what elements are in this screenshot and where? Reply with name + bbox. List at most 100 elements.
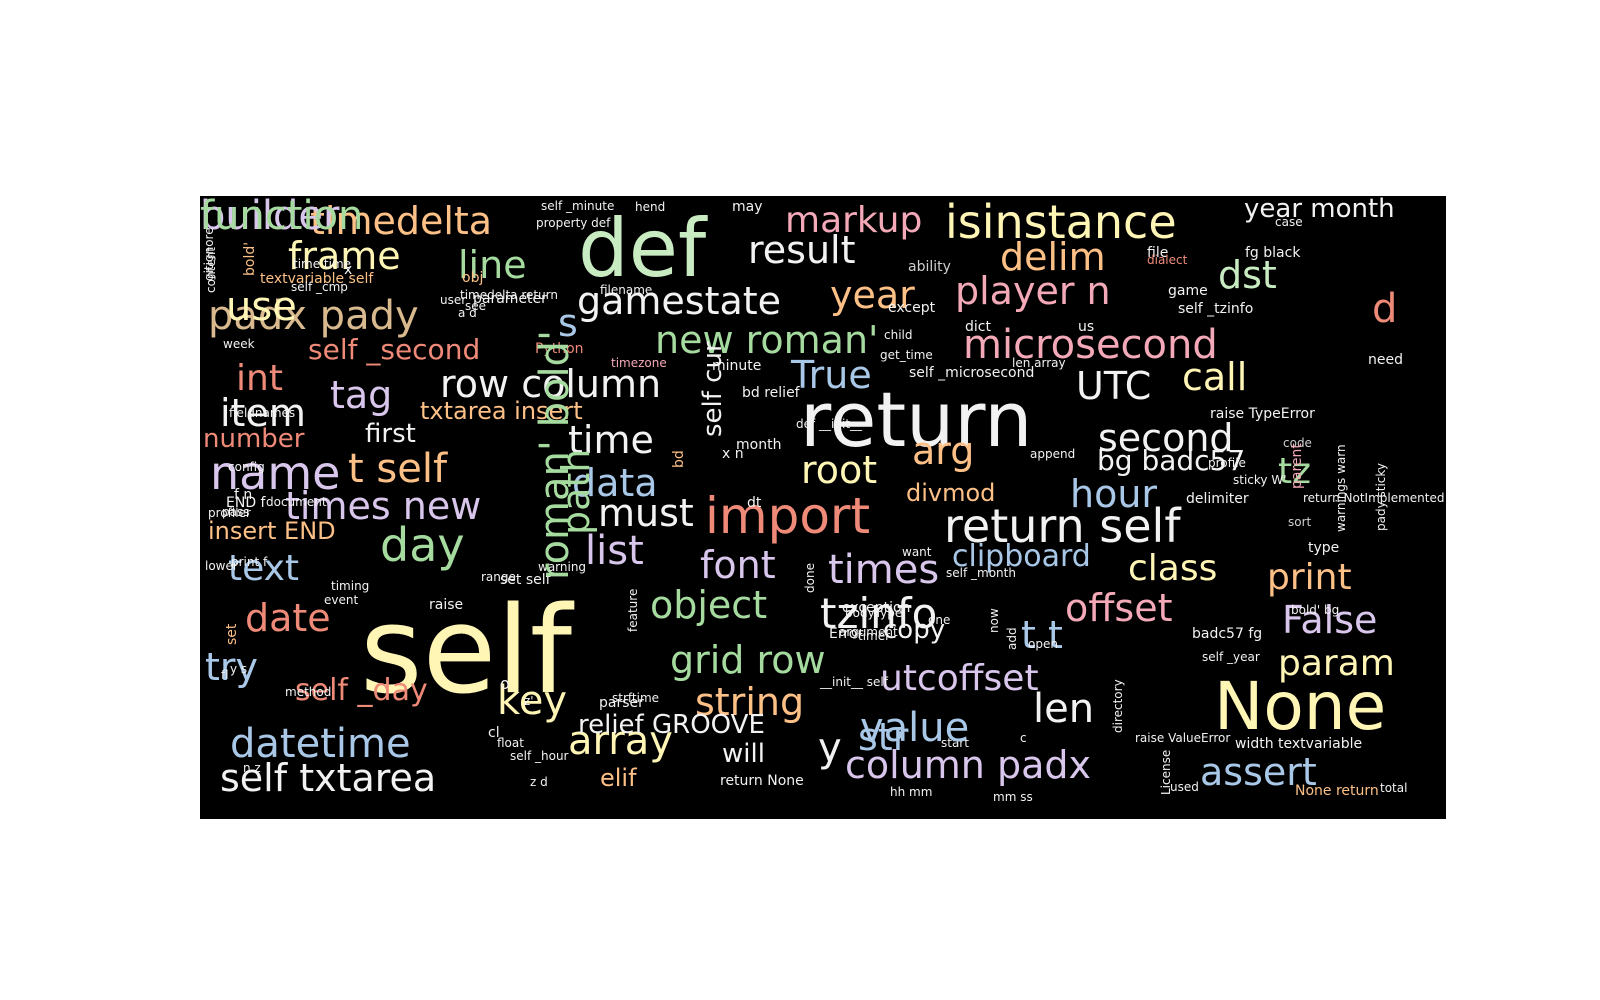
word: raise TypeError [1210,406,1315,422]
word: s [558,301,578,345]
word: c [1020,731,1027,745]
word: self _year [1202,650,1260,664]
word: total [1380,781,1408,795]
word: self _tzinfo [1178,301,1254,317]
word: hend [635,200,666,214]
word: string [695,680,805,724]
word: clipboard [952,539,1091,574]
word-vertical: now [987,608,1001,633]
word: fieldnames [229,406,296,420]
word: textvariable self [260,271,374,287]
word-vertical: gitignore [202,227,216,281]
word-vertical: bold' [242,241,258,276]
word: will [722,739,765,769]
word: microsecond [963,322,1218,368]
word: try [205,645,259,689]
word: arg [912,429,975,473]
word: width textvariable [1235,736,1363,752]
word: x n [722,446,744,462]
word: sticky W' [1233,473,1287,487]
word: dst [1218,253,1277,297]
word: want [902,545,932,559]
word: z d [530,775,548,789]
word: tz [1278,451,1312,492]
word: use [226,284,297,330]
word: delim [1000,235,1106,279]
word: o [500,674,510,693]
word: divmod [906,479,996,507]
word: font [700,543,776,587]
word: sort [1288,515,1312,529]
word: line [458,243,527,287]
word: def [578,202,707,295]
word: bg badc57 [1097,444,1246,477]
word: float [497,736,524,750]
word: result [748,228,856,272]
word: return self [944,499,1181,553]
word: padx pady [208,293,419,339]
word: mm ss [993,790,1033,804]
word: append [1030,447,1076,461]
word: week [223,337,255,351]
word: END f [226,495,266,511]
word: player n [955,269,1111,313]
word: str [858,715,909,759]
word: row column [440,362,662,406]
word: fl [221,668,229,682]
word-vertical: warnings warn [1334,444,1348,532]
word: import [705,487,871,545]
word: start [941,736,969,750]
word: raise [429,597,464,613]
word: bold' bg [1291,603,1340,617]
word: file [1147,245,1169,261]
word: bd relief [742,385,800,401]
word: times [828,547,940,593]
word: fg black [1245,245,1301,261]
word-vertical: add [1005,627,1019,650]
word: self txtarea [220,756,437,800]
word: function [200,196,364,239]
word-vertical: parent [1289,443,1305,489]
word: self _minute [541,199,615,213]
word: array [568,718,673,764]
word: UTC [1076,364,1152,408]
word: copy [883,615,946,645]
word: __init__ self [820,675,888,689]
word: a d [458,306,477,320]
word: self _cmp [291,280,348,294]
word: text [228,548,300,589]
word: event [324,593,359,607]
word: open [1028,637,1058,651]
word: frame [288,234,401,278]
word-vertical: bd [671,450,687,468]
word: len array [1012,356,1066,370]
word: time time [293,257,352,271]
word: x [344,262,353,278]
word: must [598,491,694,535]
word-cloud: self def return None import return self … [200,196,1446,819]
word: see [465,299,487,313]
word: False [1282,598,1378,642]
word: used [1170,780,1199,794]
word: may [732,199,763,215]
word: elif [600,764,637,792]
word: builder [200,196,340,239]
word-vertical: pady sticky [1374,462,1388,531]
word: property def [536,216,611,230]
word: Python [535,341,584,357]
word: delimiter [1186,491,1249,507]
word: pass [222,505,250,519]
word: datetime [230,721,411,767]
word: list [585,528,644,574]
word: method [285,685,332,699]
word: dialect [1147,253,1188,267]
word: range [481,570,516,584]
word: hh mm [890,785,933,799]
word: month [736,437,782,453]
word: one [928,613,951,627]
word: self [360,582,572,721]
word: day [380,518,465,572]
word: warning [538,560,587,574]
word: date [245,596,331,640]
word: item [220,391,306,435]
